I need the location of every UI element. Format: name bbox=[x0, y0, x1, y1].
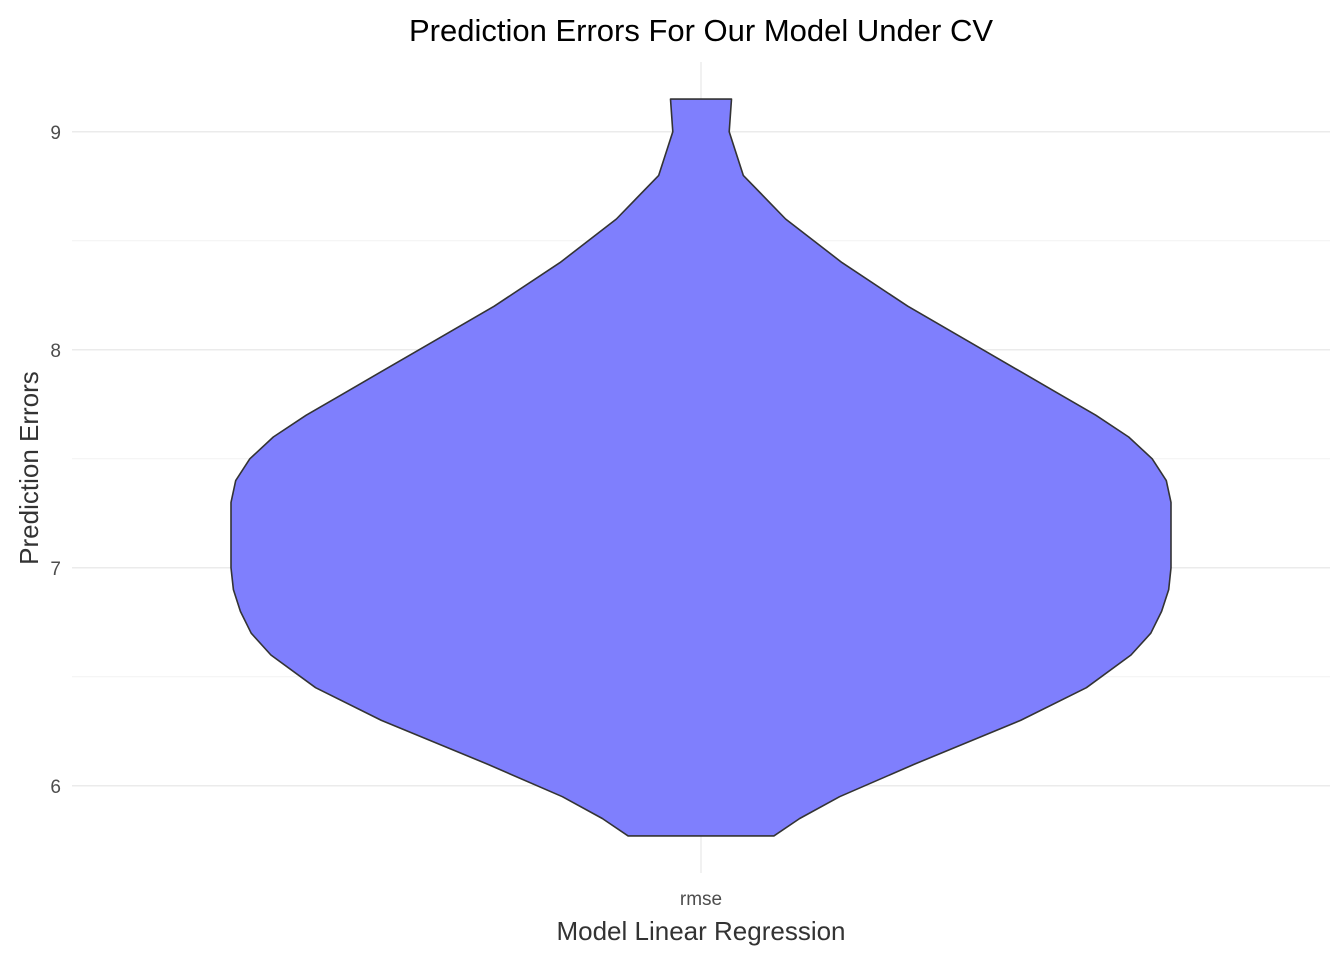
violin-shape-rmse bbox=[230, 98, 1172, 837]
y-axis-title: Prediction Errors bbox=[14, 371, 44, 565]
x-axis-title: Model Linear Regression bbox=[556, 916, 845, 946]
y-tick-label: 7 bbox=[50, 559, 61, 580]
y-tick-label: 9 bbox=[50, 123, 61, 144]
y-tick-label: 6 bbox=[50, 777, 61, 798]
x-tick-label: rmse bbox=[680, 889, 722, 910]
chart-title: Prediction Errors For Our Model Under CV bbox=[409, 13, 993, 48]
y-tick-label: 8 bbox=[50, 341, 61, 362]
y-axis-tick-labels: 6 7 8 9 bbox=[50, 123, 61, 798]
x-axis-tick-labels: rmse bbox=[680, 889, 722, 910]
